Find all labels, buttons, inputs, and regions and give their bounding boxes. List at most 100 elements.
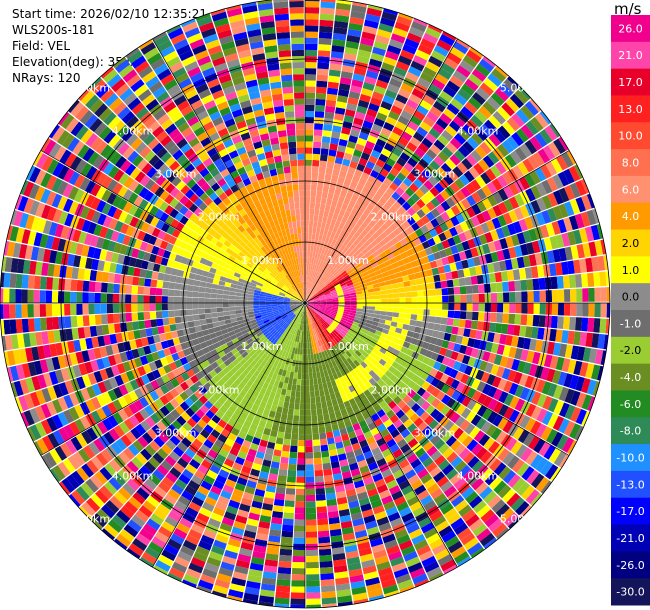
velocity-gate <box>307 303 315 305</box>
velocity-gate <box>309 329 312 337</box>
velocity-gate <box>306 287 309 295</box>
velocity-gate <box>149 311 157 320</box>
velocity-gate <box>475 87 490 101</box>
velocity-gate <box>582 303 589 317</box>
velocity-gate <box>588 287 595 302</box>
velocity-gate <box>324 270 330 277</box>
velocity-gate <box>405 348 414 357</box>
velocity-gate <box>270 404 278 412</box>
velocity-gate <box>563 289 571 302</box>
velocity-gate <box>393 332 401 339</box>
velocity-gate <box>436 476 449 488</box>
velocity-gate <box>541 410 553 426</box>
velocity-gate <box>393 386 403 396</box>
velocity-gate <box>359 354 367 361</box>
velocity-gate <box>470 179 482 191</box>
velocity-gate <box>321 591 336 599</box>
velocity-gate <box>235 309 242 314</box>
velocity-gate <box>310 309 316 315</box>
velocity-gate <box>331 467 342 475</box>
velocity-gate <box>371 412 380 422</box>
velocity-gate <box>395 573 412 584</box>
velocity-gate <box>274 597 290 605</box>
velocity-gate <box>329 314 336 319</box>
velocity-gate <box>367 313 375 318</box>
velocity-gate <box>441 463 454 476</box>
velocity-gate <box>493 333 501 344</box>
velocity-gate <box>511 458 525 473</box>
velocity-gate <box>375 235 383 244</box>
velocity-gate <box>307 257 310 264</box>
velocity-gate <box>348 328 356 335</box>
velocity-gate <box>305 354 309 361</box>
velocity-gate <box>450 204 461 216</box>
velocity-gate <box>502 212 513 225</box>
velocity-gate <box>313 304 320 307</box>
velocity-gate <box>396 196 406 206</box>
velocity-gate <box>441 310 449 318</box>
velocity-gate <box>332 429 341 438</box>
velocity-gate <box>331 131 341 139</box>
velocity-gate <box>326 327 332 334</box>
velocity-gate <box>216 307 224 313</box>
velocity-gate <box>463 268 471 278</box>
velocity-gate <box>420 494 433 506</box>
velocity-gate <box>331 308 338 312</box>
velocity-gate <box>316 320 322 326</box>
velocity-gate <box>294 513 305 520</box>
velocity-gate <box>517 336 525 349</box>
velocity-gate <box>411 88 425 100</box>
velocity-gate <box>480 468 494 482</box>
velocity-gate <box>476 504 491 518</box>
velocity-gate <box>395 60 410 72</box>
velocity-gate <box>581 194 592 211</box>
velocity-gate <box>305 513 317 520</box>
velocity-gate <box>210 288 218 294</box>
velocity-gate <box>344 323 352 329</box>
velocity-gate <box>314 286 320 292</box>
velocity-gate <box>427 237 436 247</box>
velocity-gate <box>519 415 531 429</box>
velocity-gate <box>217 289 224 295</box>
velocity-gate <box>458 447 471 460</box>
velocity-gate <box>439 222 449 232</box>
velocity-gate <box>292 561 305 569</box>
velocity-gate <box>410 115 423 127</box>
velocity-gate <box>313 341 317 348</box>
velocity-gate <box>302 312 305 319</box>
velocity-gate <box>425 269 434 277</box>
velocity-gate <box>161 303 168 311</box>
velocity-gate <box>409 319 417 326</box>
velocity-gate <box>446 397 456 409</box>
velocity-gate <box>573 331 582 346</box>
velocity-gate <box>407 120 419 132</box>
velocity-gate <box>401 131 413 142</box>
velocity-gate <box>327 437 335 445</box>
velocity-gate <box>131 285 139 295</box>
velocity-gate <box>515 500 530 516</box>
velocity-gate <box>516 232 526 245</box>
velocity-gate <box>407 66 422 77</box>
velocity-gate <box>338 209 346 217</box>
velocity-gate <box>439 273 447 281</box>
velocity-gate <box>291 433 299 441</box>
velocity-gate <box>51 304 59 317</box>
velocity-gate <box>460 294 467 303</box>
velocity-gate <box>506 270 515 281</box>
velocity-gate <box>549 263 557 277</box>
velocity-gate <box>349 574 364 583</box>
velocity-gate <box>312 221 318 228</box>
velocity-gate <box>82 303 89 315</box>
velocity-gate <box>320 579 335 587</box>
velocity-gate <box>548 447 562 464</box>
velocity-gate <box>257 445 267 454</box>
velocity-gate <box>291 574 305 581</box>
velocity-gate <box>478 293 485 303</box>
velocity-gate <box>211 312 218 318</box>
velocity-gate <box>490 282 497 293</box>
velocity-gate <box>101 324 110 335</box>
velocity-gate <box>553 400 565 415</box>
velocity-gate <box>282 524 294 532</box>
velocity-gate <box>259 515 272 523</box>
velocity-gate <box>440 189 451 201</box>
